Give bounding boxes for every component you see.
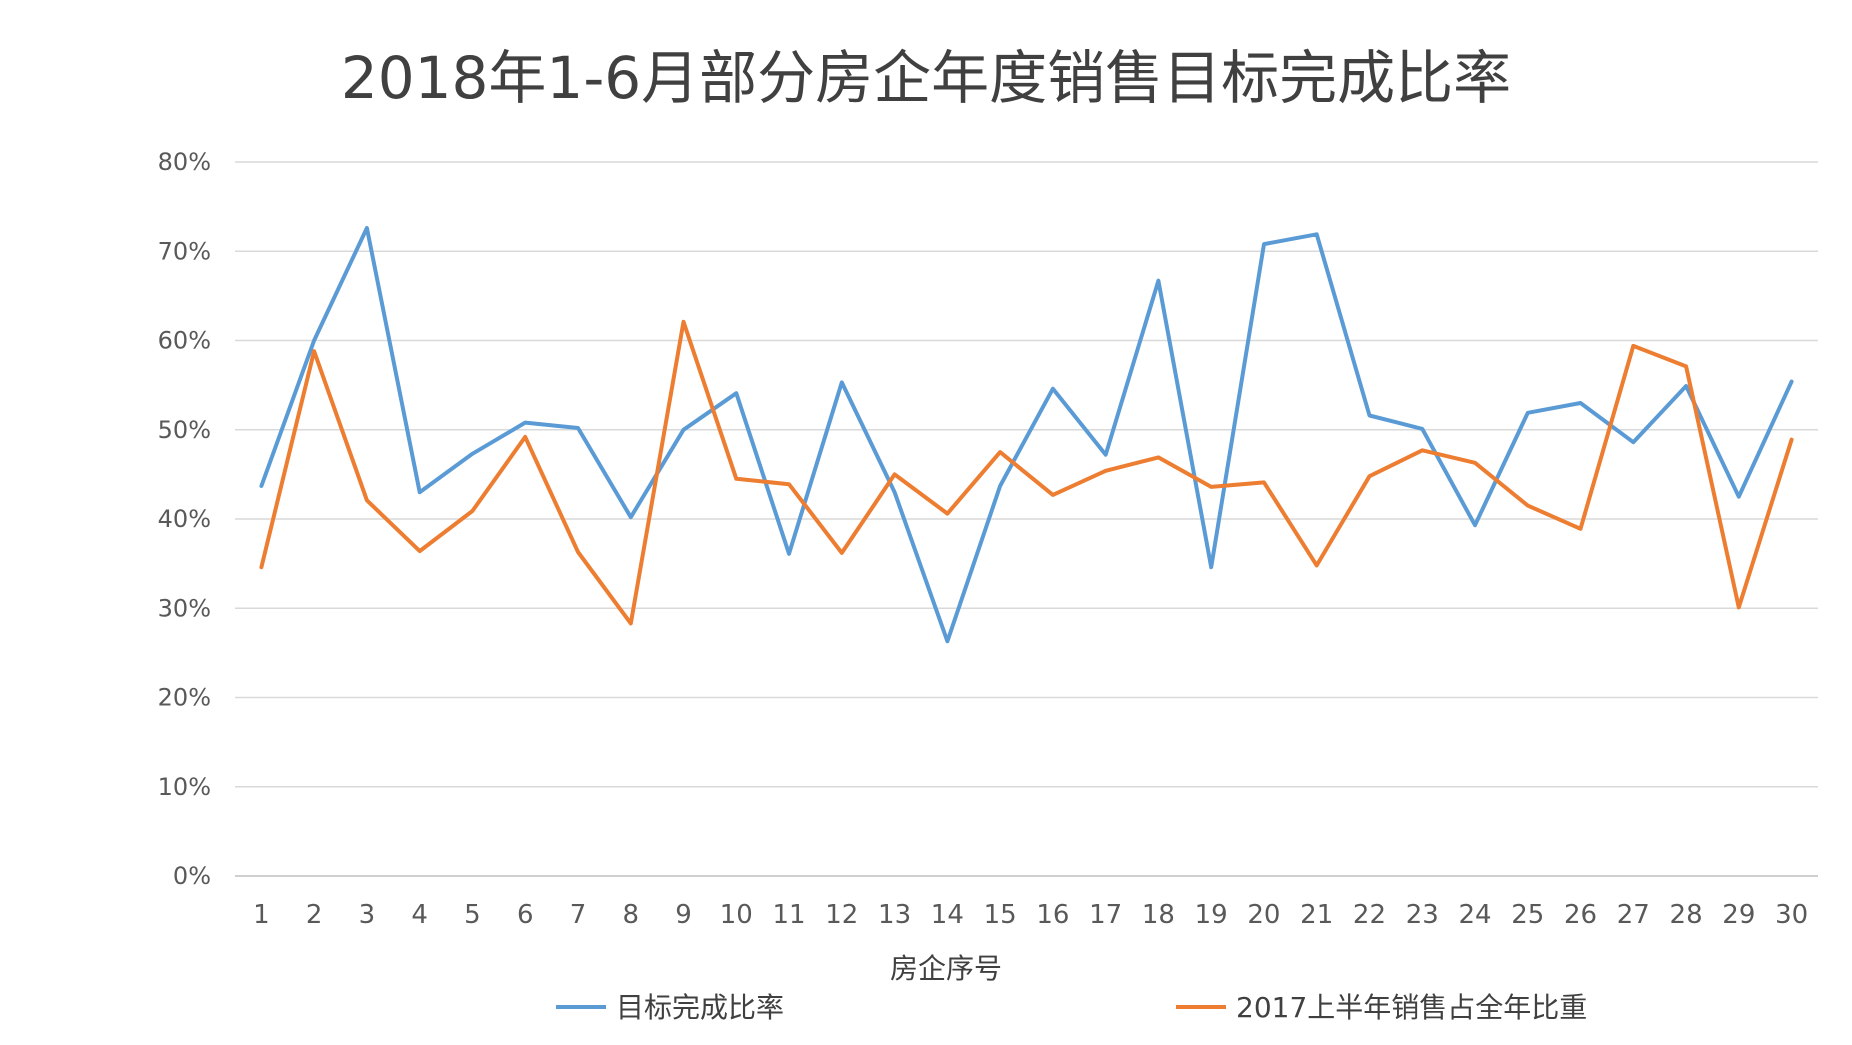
x-tick-label: 26	[1564, 900, 1597, 930]
legend: 目标完成比率 2017上半年销售占全年比重	[556, 991, 1587, 1024]
y-tick-label: 10%	[158, 773, 211, 801]
x-tick-label: 30	[1775, 900, 1808, 930]
x-tick-label: 16	[1036, 900, 1069, 930]
x-tick-label: 12	[825, 900, 858, 930]
series-lines	[259, 226, 1794, 644]
x-tick-label: 18	[1142, 900, 1175, 930]
x-tick-label: 2	[306, 900, 323, 930]
series-line-2	[259, 319, 1794, 626]
x-tick-label: 29	[1722, 900, 1755, 930]
x-tick-label: 24	[1458, 900, 1491, 930]
y-tick-label: 50%	[158, 416, 211, 444]
x-tick-label: 21	[1300, 900, 1333, 930]
x-tick-label: 11	[773, 900, 806, 930]
x-tick-label: 15	[984, 900, 1017, 930]
y-tick-label: 70%	[158, 237, 211, 265]
x-tick-label: 23	[1406, 900, 1439, 930]
y-tick-label: 40%	[158, 505, 211, 533]
y-tick-label: 0%	[173, 862, 211, 890]
x-tick-label: 4	[411, 900, 428, 930]
y-tick-label: 60%	[158, 327, 211, 355]
x-tick-label: 14	[931, 900, 964, 930]
x-axis-ticks: 1 2 3 4 5 6 7 8 9 10 11 12 13 14 15 16 17 18 19 20 21 22 23 24 2…	[253, 900, 1808, 930]
series-line-1	[259, 226, 1794, 644]
y-tick-label: 30%	[158, 594, 211, 622]
x-tick-label: 17	[1089, 900, 1122, 930]
x-tick-label: 1	[253, 900, 270, 930]
x-tick-label: 22	[1353, 900, 1386, 930]
x-tick-label: 25	[1511, 900, 1544, 930]
legend-label: 2017上半年销售占全年比重	[1236, 991, 1587, 1024]
y-tick-label: 20%	[158, 684, 211, 712]
x-tick-label: 6	[517, 900, 534, 930]
y-tick-label: 80%	[158, 148, 211, 176]
x-tick-label: 20	[1247, 900, 1280, 930]
legend-label: 目标完成比率	[616, 991, 784, 1024]
x-tick-label: 9	[675, 900, 692, 930]
x-tick-label: 19	[1195, 900, 1228, 930]
x-tick-label: 5	[464, 900, 481, 930]
x-tick-label: 13	[878, 900, 911, 930]
gridlines	[235, 161, 1818, 877]
x-tick-label: 7	[570, 900, 587, 930]
x-tick-label: 8	[622, 900, 639, 930]
y-axis-ticks: 0% 10% 20% 30% 40% 50% 60% 70% 80%	[158, 148, 211, 890]
x-tick-label: 10	[720, 900, 753, 930]
x-tick-label: 27	[1617, 900, 1650, 930]
x-tick-label: 28	[1670, 900, 1703, 930]
x-axis-title: 房企序号	[890, 952, 1002, 985]
x-tick-label: 3	[359, 900, 376, 930]
chart-title: 2018年1-6月部分房企年度销售目标完成比率	[341, 44, 1511, 112]
